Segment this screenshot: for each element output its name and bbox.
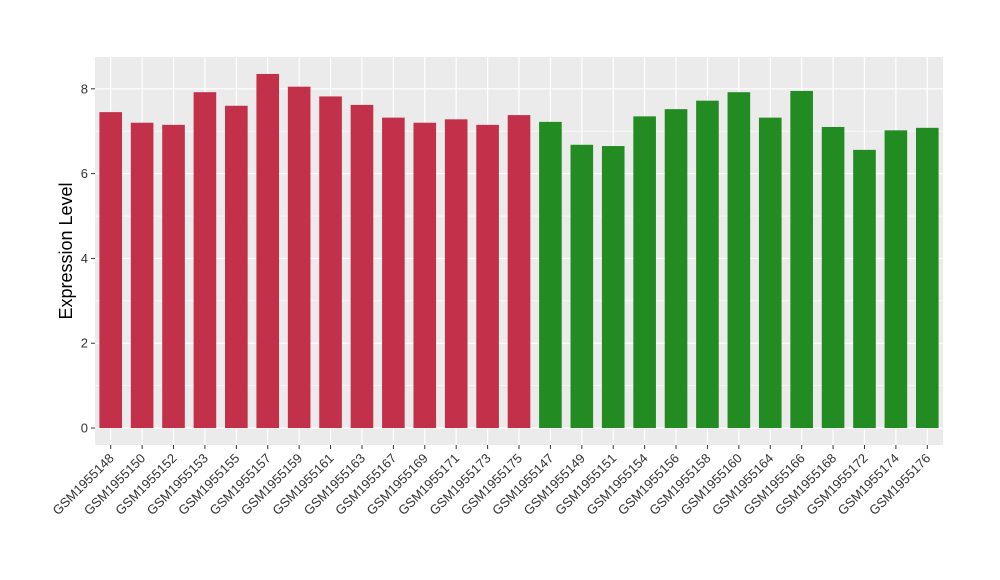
bar-GSM1955167 (382, 117, 405, 429)
bar-GSM1955160 (727, 92, 751, 429)
bar-GSM1955150 (130, 122, 154, 429)
bar-GSM1955164 (758, 117, 782, 429)
bar-GSM1955151 (601, 146, 625, 429)
bars (99, 73, 939, 429)
bar-GSM1955161 (319, 96, 342, 429)
bar-GSM1955154 (633, 116, 656, 429)
bar-GSM1955156 (664, 109, 688, 429)
axes: 02468GSM1955148GSM1955150GSM1955152GSM19… (49, 81, 933, 518)
bar-GSM1955149 (570, 144, 594, 429)
bar-GSM1955163 (350, 104, 374, 429)
bar-GSM1955147 (539, 121, 562, 429)
bar-GSM1955174 (884, 130, 908, 429)
bar-GSM1955173 (476, 124, 499, 429)
bar-GSM1955155 (225, 105, 248, 429)
bar-GSM1955169 (413, 122, 437, 429)
y-tick-label: 4 (81, 251, 88, 266)
bar-GSM1955159 (287, 86, 311, 429)
bar-GSM1955148 (99, 112, 123, 429)
bar-GSM1955166 (790, 90, 813, 429)
bar-GSM1955172 (853, 149, 876, 429)
bar-GSM1955157 (256, 73, 280, 429)
bar-GSM1955171 (444, 119, 468, 429)
y-tick-label: 6 (81, 166, 88, 181)
bar-GSM1955153 (193, 92, 217, 429)
y-tick-label: 0 (81, 421, 88, 436)
bar-GSM1955175 (507, 115, 531, 429)
y-tick-label: 8 (81, 81, 88, 96)
bar-GSM1955158 (696, 100, 719, 429)
bar-GSM1955168 (821, 126, 845, 429)
y-axis-title: Expression Level (56, 182, 76, 319)
bar-GSM1955176 (915, 127, 939, 429)
bar-GSM1955152 (162, 124, 185, 429)
y-tick-label: 2 (81, 336, 88, 351)
